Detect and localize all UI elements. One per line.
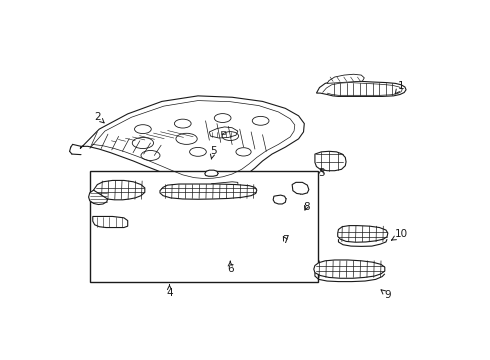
Polygon shape <box>93 216 128 228</box>
Text: 1: 1 <box>395 81 404 94</box>
Text: 7: 7 <box>282 235 289 245</box>
Text: 5: 5 <box>210 146 217 159</box>
Text: 8: 8 <box>303 202 310 212</box>
Text: 10: 10 <box>392 229 408 240</box>
Polygon shape <box>338 226 388 242</box>
Polygon shape <box>292 183 309 194</box>
Text: 3: 3 <box>318 168 325 179</box>
Polygon shape <box>160 184 257 199</box>
Bar <box>90 171 318 282</box>
Polygon shape <box>327 74 364 84</box>
Polygon shape <box>89 190 108 204</box>
Text: 2: 2 <box>94 112 104 123</box>
Text: 9: 9 <box>381 290 391 301</box>
Polygon shape <box>317 81 406 96</box>
Text: 6: 6 <box>227 261 234 274</box>
Text: 4: 4 <box>166 285 173 298</box>
Polygon shape <box>273 195 286 204</box>
Polygon shape <box>211 182 238 190</box>
Polygon shape <box>80 96 304 184</box>
Polygon shape <box>315 151 346 171</box>
Polygon shape <box>94 180 145 200</box>
Polygon shape <box>205 170 218 176</box>
Polygon shape <box>314 260 385 278</box>
